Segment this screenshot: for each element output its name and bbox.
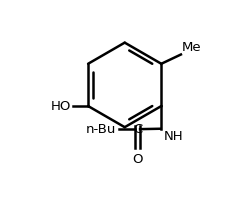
Text: HO: HO bbox=[51, 99, 72, 113]
Text: Me: Me bbox=[182, 41, 202, 54]
Text: n-Bu: n-Bu bbox=[86, 123, 116, 136]
Text: C: C bbox=[133, 123, 142, 136]
Text: O: O bbox=[132, 153, 143, 166]
Text: NH: NH bbox=[163, 130, 183, 143]
